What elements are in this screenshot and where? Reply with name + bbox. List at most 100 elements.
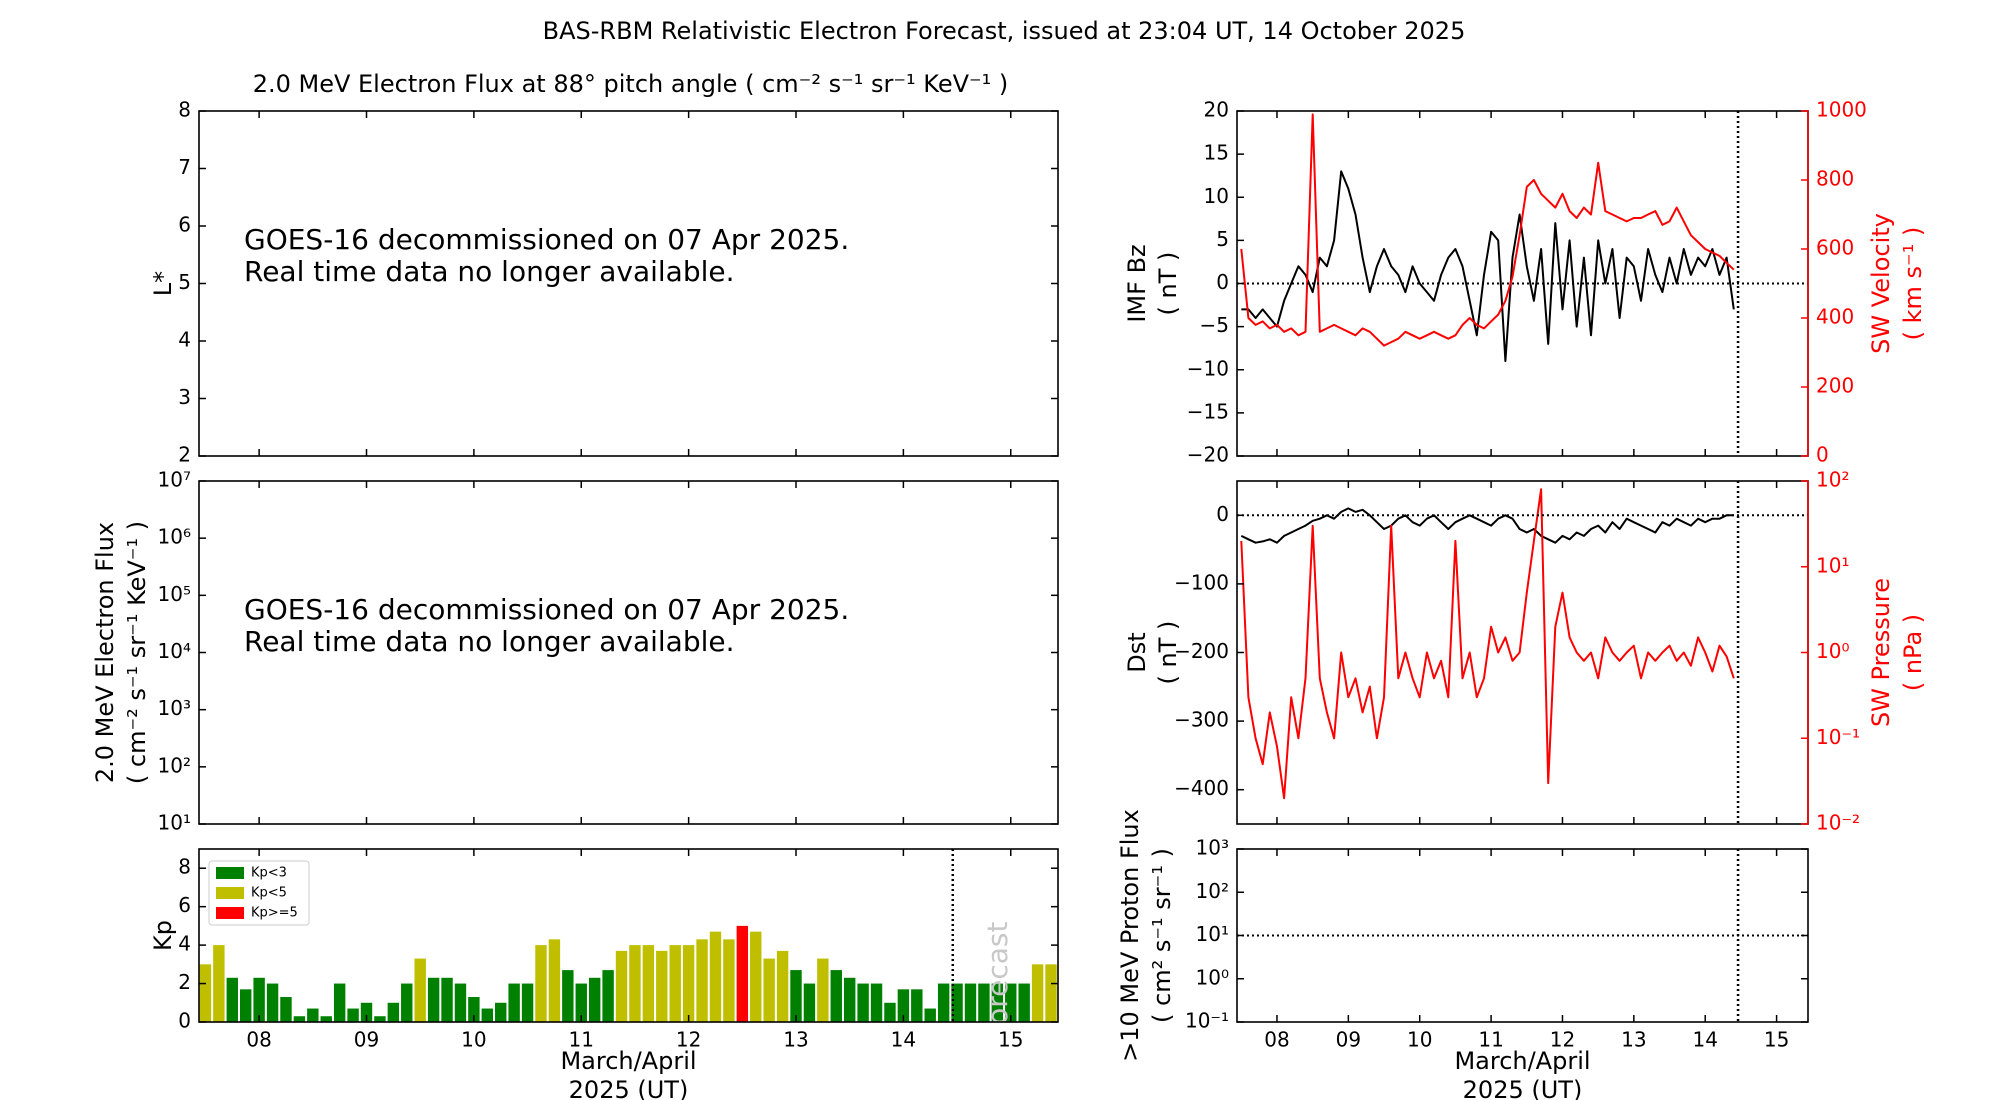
legend-swatch: [216, 867, 244, 879]
plot-area: Forecast: [199, 849, 1057, 1040]
kp-bar: [602, 970, 614, 1022]
kp-bar: [817, 958, 829, 1022]
x-tick-label: 09: [1336, 1028, 1361, 1052]
y2-axis-label: ( nPa ): [1899, 614, 1927, 691]
x-tick-label: 11: [1478, 1028, 1503, 1052]
panel-title: 2.0 MeV Electron Flux at 88° pitch angle…: [253, 70, 1009, 98]
x-axis-label: 2025 (UT): [1463, 1076, 1583, 1100]
kp-bar: [803, 983, 816, 1022]
y-tick-label: 15: [1204, 141, 1229, 165]
kp-bar: [1005, 983, 1017, 1022]
kp-bar: [736, 925, 749, 1022]
y-axis-label: ( nT ): [1154, 621, 1182, 685]
y2-tick-label: 1000: [1816, 98, 1867, 122]
kp-bar: [857, 983, 869, 1022]
kp-bar: [468, 997, 480, 1022]
kp-bar: [562, 970, 574, 1022]
kp-bar: [481, 1008, 494, 1022]
x-tick-label: 09: [354, 1028, 379, 1052]
kp-bar: [521, 983, 534, 1022]
y2-tick-label: 10²: [1816, 468, 1849, 492]
axes-frame: [198, 848, 1059, 1023]
y-tick-label: −400: [1174, 776, 1229, 800]
kp-bar: [360, 1002, 373, 1022]
annotation: GOES-16 decommissioned on 07 Apr 2025.: [244, 223, 849, 256]
y2-tick-label: 10⁰: [1816, 639, 1849, 663]
kp-bar: [495, 1002, 507, 1022]
kp-bar: [924, 1008, 936, 1022]
kp-bar: [535, 945, 547, 1022]
kp-bar: [964, 983, 977, 1022]
kp-bar: [347, 1008, 359, 1022]
kp-bar: [1045, 964, 1057, 1022]
y-tick-label: 4: [178, 328, 191, 352]
y-tick-label: −10: [1187, 356, 1229, 380]
plot-area: [1237, 111, 1808, 456]
plot-area: [1237, 849, 1808, 1022]
kp-bar: [830, 970, 842, 1022]
kp-bar: [790, 970, 802, 1022]
kp-bar: [991, 983, 1004, 1022]
y-tick-label: 10⁴: [158, 639, 191, 663]
y2-tick-label: 800: [1816, 167, 1854, 191]
kp-bar: [414, 958, 426, 1022]
forecast-label: Forecast: [981, 921, 1014, 1040]
y-tick-label: 2: [178, 443, 191, 467]
kp-bar: [911, 989, 923, 1022]
kp-bar: [642, 945, 655, 1022]
kp-bar: [763, 958, 775, 1022]
y-tick-label: −5: [1200, 313, 1229, 337]
y-axis-label: ( cm² s⁻¹ sr⁻¹ ): [1148, 848, 1176, 1023]
x-tick-label: 08: [246, 1028, 271, 1052]
kp-bar: [709, 931, 722, 1022]
annotation: Real time data no longer available.: [244, 625, 735, 658]
kp-bar: [615, 950, 628, 1022]
kp-bar: [1031, 964, 1044, 1022]
y-axis-label: IMF Bz: [1123, 244, 1151, 322]
y-tick-label: 0: [1216, 270, 1229, 294]
y-tick-label: 10¹: [158, 811, 191, 835]
y-tick-label: 8: [178, 855, 191, 879]
y-axis-label: Dst: [1123, 632, 1151, 672]
kp-bar: [884, 1002, 896, 1022]
kp-bar: [253, 977, 265, 1022]
y-axis-label: ( nT ): [1154, 252, 1182, 316]
y2-tick-label: 10⁻²: [1816, 811, 1860, 835]
x-tick-label: 13: [783, 1028, 808, 1052]
x-tick-label: 14: [1692, 1028, 1717, 1052]
y2-axis-label: ( km s⁻¹ ): [1899, 227, 1927, 341]
kp-bar: [843, 977, 856, 1022]
y-tick-label: 5: [178, 270, 191, 294]
y-tick-label: −200: [1174, 639, 1229, 663]
y-tick-label: 10³: [1196, 836, 1229, 860]
y2-tick-label: 400: [1816, 305, 1854, 329]
kp-bar: [333, 983, 346, 1022]
y-tick-label: 10⁰: [1196, 965, 1229, 989]
y-tick-label: 7: [178, 155, 191, 179]
x-axis-label: March/April: [560, 1047, 696, 1075]
x-tick-label: 15: [1764, 1028, 1789, 1052]
y-tick-label: −15: [1187, 399, 1229, 423]
data-line: [1240, 113, 1735, 347]
y-tick-label: 4: [178, 932, 191, 956]
page-title: BAS-RBM Relativistic Electron Forecast, …: [543, 17, 1466, 45]
kp-bar: [454, 983, 467, 1022]
kp-bar: [723, 939, 735, 1022]
kp-bar: [776, 950, 789, 1022]
y-tick-label: 6: [178, 213, 191, 237]
x-tick-label: 08: [1264, 1028, 1289, 1052]
kp-bar: [307, 1008, 319, 1022]
legend-label: Kp>=5: [251, 906, 298, 921]
y-tick-label: 10⁶: [158, 525, 191, 549]
kp-bar: [575, 983, 587, 1022]
y2-tick-label: 10⁻¹: [1816, 725, 1860, 749]
y-tick-label: 2: [178, 970, 191, 994]
y-tick-label: 10²: [1196, 879, 1229, 903]
x-tick-label: 13: [1621, 1028, 1646, 1052]
kp-bar: [213, 945, 225, 1022]
kp-bar: [293, 1016, 306, 1022]
kp-bar: [656, 950, 668, 1022]
annotation: GOES-16 decommissioned on 07 Apr 2025.: [244, 593, 849, 626]
legend-label: Kp<3: [251, 866, 287, 881]
